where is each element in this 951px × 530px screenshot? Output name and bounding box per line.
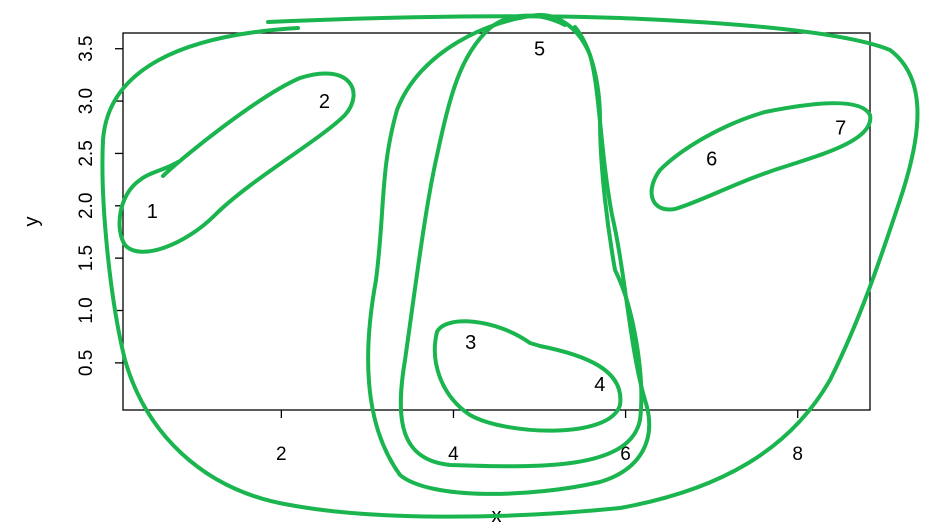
cluster-outline-1-2-0: [117, 71, 356, 254]
x-tick-label: 8: [792, 444, 803, 465]
point-label-6: 6: [706, 149, 717, 171]
y-tick-label: 2.5: [76, 140, 97, 166]
y-tick-label: 0.5: [76, 350, 97, 376]
cluster-outline-6-7-2: [649, 101, 873, 212]
axes: 2 4 6 80.51.01.52.02.53.03.5xy: [21, 32, 871, 527]
plot-frame: [122, 32, 871, 411]
point-label-7: 7: [835, 117, 846, 139]
y-tick-label: 3.0: [76, 88, 97, 114]
cluster-outlines: [100, 12, 920, 519]
point-labels: 1 2 3 4 5 6 7: [147, 39, 847, 396]
cluster-outline-1-2-3-4-5-6-7-5: [100, 14, 920, 519]
x-tick-label: 2: [276, 444, 287, 465]
y-axis-title: y: [21, 217, 43, 227]
point-label-3: 3: [465, 332, 476, 354]
y-tick-label: 3.5: [76, 35, 97, 61]
cluster-outline-3-4-5-3: [398, 13, 644, 469]
y-tick-label: 1.0: [76, 297, 97, 323]
cluster-outline-3-4-5-4: [366, 12, 652, 496]
y-tick-label: 2.0: [76, 193, 97, 219]
cluster-outline-3-4-1: [432, 319, 623, 433]
x-tick-label: 4: [448, 444, 459, 465]
point-label-2: 2: [319, 91, 330, 113]
point-label-5: 5: [534, 39, 545, 61]
y-tick-label: 1.5: [76, 245, 97, 271]
point-label-1: 1: [147, 201, 158, 223]
point-label-4: 4: [594, 374, 605, 396]
x-tick-label: 6: [620, 444, 631, 465]
